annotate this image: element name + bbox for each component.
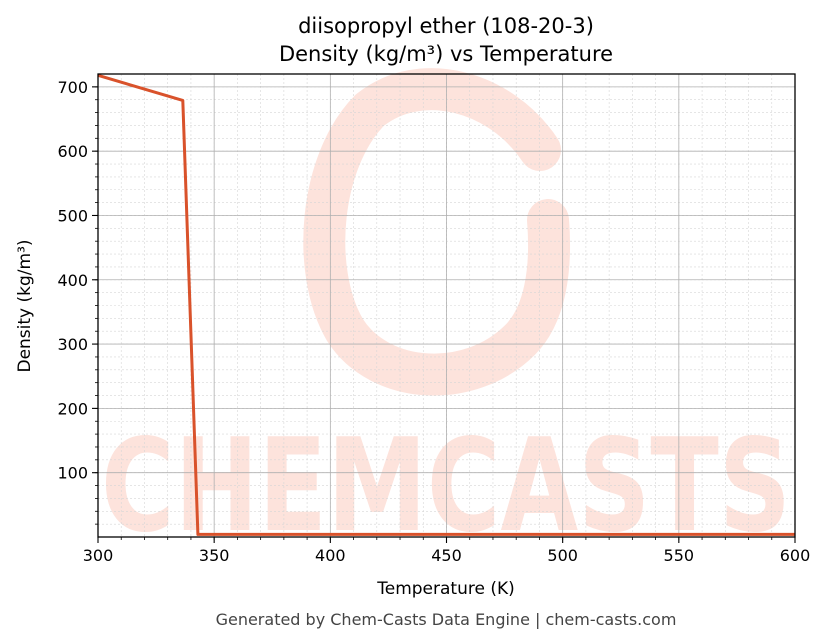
y-tick-label: 600 <box>57 142 88 161</box>
y-axis-label: Density (kg/m³) <box>15 239 35 372</box>
density-series-line <box>97 73 795 536</box>
x-tick-label: 450 <box>431 546 462 565</box>
footer-credit: Generated by Chem-Casts Data Engine | ch… <box>216 610 677 629</box>
y-axis-ticks: 100 200 300 400 500 600 700 <box>57 78 98 525</box>
x-axis-ticks: 300 350 400 450 500 550 600 <box>83 537 811 565</box>
chart-title: diisopropyl ether (108-20-3) <box>298 14 594 38</box>
x-tick-label: 400 <box>315 546 346 565</box>
chart-subtitle: Density (kg/m³) vs Temperature <box>279 42 613 66</box>
x-tick-label: 350 <box>199 546 230 565</box>
y-tick-label: 300 <box>57 335 88 354</box>
y-tick-label: 500 <box>57 206 88 225</box>
watermark: CHEMCASTS <box>101 68 791 561</box>
x-tick-label: 600 <box>780 546 811 565</box>
x-axis-label: Temperature (K) <box>376 579 515 599</box>
x-tick-label: 500 <box>547 546 578 565</box>
watermark-text: CHEMCASTS <box>101 412 791 561</box>
y-tick-label: 700 <box>57 78 88 97</box>
y-tick-label: 100 <box>57 464 88 483</box>
y-tick-label: 400 <box>57 271 88 290</box>
y-tick-label: 200 <box>57 399 88 418</box>
x-tick-label: 550 <box>664 546 695 565</box>
x-tick-label: 300 <box>83 546 114 565</box>
plot-frame <box>97 73 796 538</box>
watermark-logo-ring-icon <box>303 68 571 396</box>
